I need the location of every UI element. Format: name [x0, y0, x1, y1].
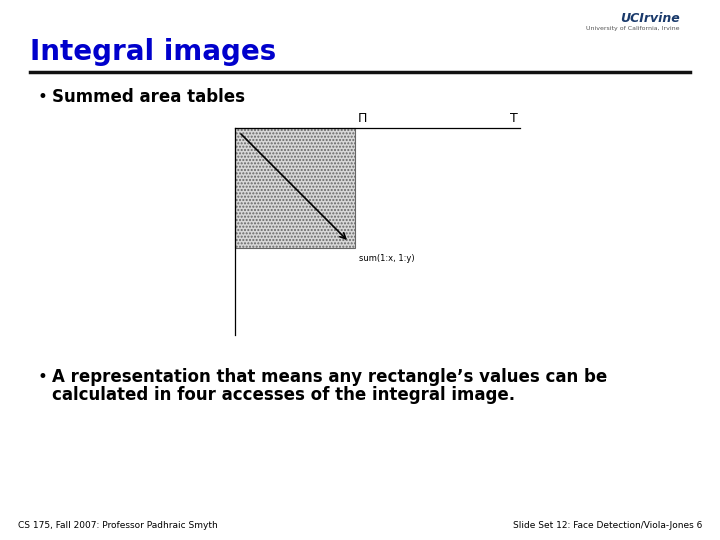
- Text: UCIrvine: UCIrvine: [620, 12, 680, 25]
- Text: CS 175, Fall 2007: Professor Padhraic Smyth: CS 175, Fall 2007: Professor Padhraic Sm…: [18, 521, 217, 530]
- Bar: [235, 128, 355, 248]
- Text: Summed area tables: Summed area tables: [52, 88, 245, 106]
- Text: T: T: [510, 112, 518, 125]
- Text: •: •: [38, 368, 48, 386]
- Text: calculated in four accesses of the integral image.: calculated in four accesses of the integ…: [52, 386, 515, 404]
- Text: sum(1:x, 1:y): sum(1:x, 1:y): [359, 254, 415, 263]
- Text: •: •: [38, 88, 48, 106]
- Text: University of California, Irvine: University of California, Irvine: [587, 26, 680, 31]
- Text: Integral images: Integral images: [30, 38, 276, 66]
- Text: Π: Π: [358, 112, 367, 125]
- Text: Slide Set 12: Face Detection/Viola-Jones 6: Slide Set 12: Face Detection/Viola-Jones…: [513, 521, 702, 530]
- Text: A representation that means any rectangle’s values can be: A representation that means any rectangl…: [52, 368, 607, 386]
